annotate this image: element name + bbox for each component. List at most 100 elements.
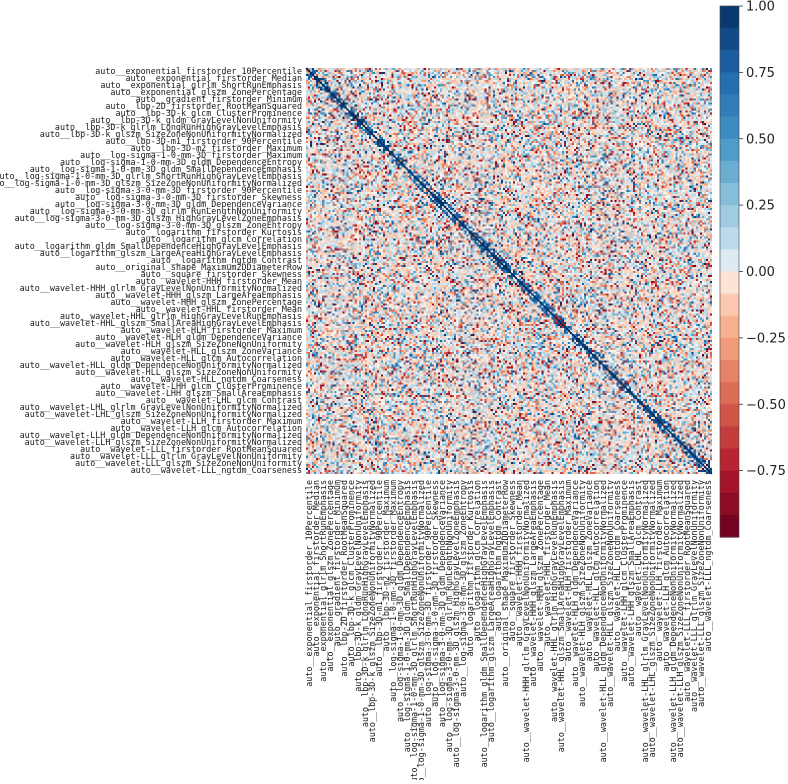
y-tick-label: auto__wavelet-LHL_glcm_Contrast [146,395,302,405]
y-tick-label: auto__wavelet-HLH_firstorder_Maximum [120,325,302,335]
colorbar-band [720,6,739,29]
colorbar-band [720,492,739,516]
x-tick-label: auto__wavelet-LLH_gldm_DependenceNonUnif… [668,480,678,762]
colorbar-band [720,72,739,96]
x-tick-label: auto__logarithm_gldm_SmallDependenceHigh… [479,480,489,767]
y-tick-label: auto__log-sigma-3-0-mm-3D_glrlm_RunLengt… [30,206,302,216]
y-tick-label: auto__log-sigma-3-0-mm-3D_gldm_Dependenc… [55,199,302,209]
x-tick-label: auto__wavelet-LHL_glrlm_GrayLevelNonUnif… [640,480,650,762]
y-tick-label: auto__wavelet-HHH_glrlm_GrayLevelNonUnif… [20,283,302,293]
y-tick-label: auto__wavelet-HLH_glszm_SizeZoneNonUnifo… [75,339,302,349]
x-tick-label: auto__exponential_firstorder_10Percentil… [304,480,314,687]
x-tick-label: auto__wavelet-HHL_glszm_SmallAreaHighGra… [556,480,566,752]
y-tick-label: auto__lbp-3D-k_glszm_SizeZoneNonUniformi… [40,129,302,139]
y-tick-label: auto__logarithm_firstorder_Kurtosis [126,227,302,237]
y-tick-label: auto__lbp-3D-k_glrlm_LongRunHighGrayLeve… [55,122,302,132]
x-tick-label: auto__lbp-3D-k_gldm_GrayLevelNonUniformi… [353,480,363,692]
x-tick-label: auto__log-sigma-3-0-mm-3D_gldm_Dependenc… [437,480,447,727]
x-tick-label: auto__wavelet-LLH_glszm_SizeZoneNonUnifo… [675,480,685,757]
y-tick-label: auto__gradient_firstorder_Minimum [136,94,302,104]
y-tick-label: auto__wavelet-HLL_glcm_Autocorrelation [110,353,302,363]
colorbar-band [720,426,739,450]
y-tick-label: auto__wavelet-LLL_firstorder_RootMeanSqu… [80,444,302,454]
colorbar-band [720,116,739,140]
colorbar-band [720,315,739,339]
x-tick-label: auto__logarithm_glszm_LargeAreaHighGrayL… [486,480,496,742]
x-tick-label: auto__wavelet-HHH_firstorder_Mean [514,480,524,646]
y-tick-label: auto__logarithm_ngtdm_Contrast [151,255,302,265]
y-tick-label: auto__wavelet-HLL_glszm_ZoneVariance [120,346,302,356]
x-tick-label: auto__log-sigma-3-0-mm-3D_glszm_HighGray… [451,480,461,767]
x-tick-label: auto__wavelet-LLL_firstorder_RootMeanSqu… [682,480,692,702]
y-tick-label: auto__wavelet-HLH_gldm_DependenceVarianc… [95,332,302,342]
y-tick-label: auto__log-sigma-1-0-mm-3D_gldm_Dependenc… [60,157,302,167]
x-tick-label: auto__wavelet-HLH_firstorder_Maximum [563,480,573,662]
colorbar-band [720,360,739,383]
y-tick-label: auto__lbp-3D-m1_firstorder_90Percentile [105,136,302,146]
x-tick-label: auto__wavelet-HHH_glszm_ZonePercentage [535,480,545,672]
y-tick-label: auto__wavelet-HHH_firstorder_Mean [136,276,302,286]
x-tick-label: auto__original_shape_Maximum2DDiameterRo… [500,479,510,687]
y-tick-label: auto__logarithm_glszm_LargeAreaHighGrayL… [40,248,302,258]
y-tick-label: auto__wavelet-HHL_glrlm_HighGrayLevelRun… [60,311,302,321]
y-tick-label: auto__exponential_glszm_ZonePercentage [110,87,302,97]
y-tick-label: auto__log-sigma-3-0-mm-3D_glszm_ZoneEntr… [85,220,302,230]
y-tick-label: auto__wavelet-LHH_glszm_SmallAreaEmphasi… [95,388,302,398]
x-tick-label: auto__wavelet-HHL_glrlm_HighGrayLevelRun… [549,480,559,722]
colorbar-tick-label: −0.50 [746,398,786,413]
y-tick-label: auto__wavelet-HLL_glszm_SizeZoneNonUnifo… [75,367,302,377]
y-tick-label: auto__logarithm_gldm_SmallDependenceHigh… [15,241,302,251]
y-tick-label: auto__log-sigma-3-0-mm-3D_firstorder_90P… [55,185,302,195]
colorbar-band [720,205,739,228]
y-tick-label: auto__wavelet-LLL_ngtdm_Coarseness [131,465,302,475]
y-tick-label: auto__lbp-2D_firstorder_RootMeanSquared [105,101,302,111]
y-tick-label: auto__wavelet-LLH_glszm_SizeZoneNonUnifo… [25,437,302,447]
colorbar-band [720,138,739,162]
y-tick-label: auto__wavelet-LLL_glrlm_GrayLevelNonUnif… [70,451,302,461]
y-tick-label: auto__logarithm_glcm_Correlation [141,234,302,244]
colorbar-band [720,404,739,427]
y-tick-label: auto__lbp-3D-k_gldm_GrayLevelNonUniformi… [90,115,302,125]
x-tick-label: auto__wavelet-LHL_glszm_SizeZoneNonUnifo… [647,480,657,757]
y-tick-label: auto__wavelet-LLH_glcm_Autocorrelation [110,423,302,433]
colorbar-band [720,94,739,118]
colorbar-band [720,470,739,494]
x-tick-label: auto__log-sigma-1-0-mm-3D_glrlm_ShortRun… [409,480,419,780]
colorbar-band [720,337,739,361]
y-tick-label: auto__wavelet-LLL_glszm_SizeZoneNonUnifo… [75,458,302,468]
y-tick-label: auto__lbp-3D-k_glcm_ClusterProminence [115,108,302,118]
x-tick-label: auto__wavelet-HLH_gldm_DependenceVarianc… [570,480,580,687]
x-tick-label: auto__wavelet-LLL_glrlm_GrayLevelNonUnif… [689,480,699,712]
colorbar-band [720,183,739,206]
y-tick-label: auto__wavelet-HLL_ngtdm_Coarseness [131,374,302,384]
x-tick-label: auto__log-sigma-1-0-mm-3D_firstorder_Max… [388,480,398,702]
x-tick-label: auto__square_firstorder_Skewness [507,480,517,641]
x-tick-labels: auto__exponential_firstorder_10Percentil… [304,479,713,784]
y-tick-label: auto__lbp-3D-m2_firstorder_Maximum [131,143,302,153]
x-tick-label: auto__wavelet-HLL_ngtdm_Coarseness [612,480,622,651]
colorbar-band [720,28,739,51]
y-tick-label: auto__wavelet-HHL_firstorder_Mean [136,304,302,314]
colorbar: 1.00 0.75 0.50 0.25 0.00 −0.25 −0.50 −0.75 [719,0,786,538]
y-tick-label: auto__wavelet-HHH_glszm_ZonePercentage [110,297,302,307]
x-tick-label: auto__log-sigma-3-0-mm-3D_glszm_ZoneEntr… [458,480,468,697]
x-tick-label: auto__log-sigma-3-0-mm-3D_firstorder_Ske… [430,480,440,707]
x-tick-label: auto__log-sigma-3-0-mm-3D_firstorder_90P… [423,480,433,727]
x-tick-label: auto__gradient_firstorder_Minimum [332,480,342,646]
colorbar-tick-label: 0.25 [746,199,775,214]
x-tick-label: auto__exponential_glrlm_ShortRunEmphasis [318,480,328,682]
x-tick-label: auto__wavelet-HHL_firstorder_Mean [542,480,552,646]
x-tick-label: auto__wavelet-LLL_glszm_SizeZoneNonUnifo… [696,480,706,707]
y-tick-label: auto__wavelet-HLL_gldm_DependenceNonUnif… [20,360,302,370]
x-tick-label: auto__lbp-2D_firstorder_RootMeanSquared [339,480,349,677]
colorbar-tick-label: 0.00 [746,265,775,280]
y-tick-label: auto__log-sigma-1-0-mm-3D_glszm_SizeZone… [0,178,302,188]
colorbar-band [720,160,739,184]
x-tick-label: auto__log-sigma-1-0-mm-3D_gldm_SmallDepe… [402,480,412,752]
x-tick-label: auto__wavelet-HLH_glszm_SizeZoneNonUnifo… [577,480,587,707]
x-tick-label: auto__lbp-3D-k_glcm_ClusterProminence [346,480,356,667]
colorbar-tick-label: −0.75 [746,464,786,479]
colorbar-band [720,448,739,472]
colorbar-band [720,249,739,273]
y-tick-label: auto__exponential_glrlm_ShortRunEmphasis [100,80,302,90]
